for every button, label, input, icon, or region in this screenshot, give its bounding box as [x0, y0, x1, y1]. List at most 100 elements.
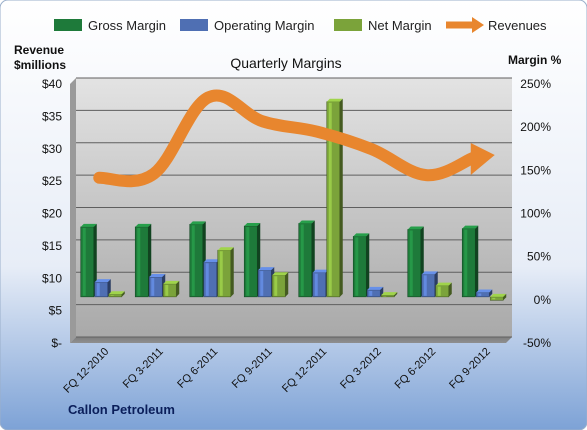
- bar-front: [435, 285, 450, 298]
- bar-net-margin: [380, 292, 398, 298]
- bar-net-margin: [217, 247, 234, 298]
- bar-gross-margin: [352, 233, 370, 298]
- bar-front: [298, 223, 313, 298]
- legend-item-revenues: Revenues: [446, 17, 547, 33]
- bar-top: [407, 226, 424, 230]
- bar-side: [448, 282, 452, 297]
- right-tick-label: -50%: [523, 336, 551, 350]
- left-tick-label: $40: [42, 77, 62, 91]
- right-tick-label: 250%: [520, 77, 551, 91]
- bar-highlight: [492, 297, 496, 300]
- bar-side: [366, 233, 370, 297]
- bar-top: [312, 269, 329, 273]
- left-tick-label: $30: [42, 142, 62, 156]
- bar-net-margin: [108, 291, 125, 298]
- right-axis-title: Margin %: [508, 53, 562, 67]
- bar-front: [421, 274, 436, 298]
- bar-side: [93, 223, 97, 297]
- revenue-arrow-head: [470, 142, 495, 175]
- bar-operating-margin: [148, 273, 166, 298]
- bar-side: [503, 293, 507, 301]
- legend-label-operating-margin: Operating Margin: [214, 18, 314, 33]
- bar-operating-margin: [366, 286, 384, 298]
- bar-front: [94, 281, 109, 298]
- bar-gross-margin: [461, 225, 479, 298]
- bar-gross-margin: [134, 223, 152, 298]
- bar-top: [462, 225, 479, 229]
- bar-front: [80, 226, 95, 298]
- bar-front: [312, 272, 327, 298]
- bar-operating-margin: [475, 289, 493, 298]
- right-tick-label: 50%: [527, 250, 551, 264]
- bar-top: [189, 221, 206, 225]
- bar-front: [108, 293, 123, 298]
- bar-side: [121, 291, 125, 297]
- bar-highlight: [383, 296, 387, 297]
- bar-top: [217, 247, 234, 251]
- left-axis-title-line1: Revenue: [14, 43, 64, 57]
- bar-front: [189, 224, 204, 298]
- bar-highlight: [437, 286, 441, 296]
- bar-side: [475, 225, 479, 297]
- right-tick-label: 100%: [520, 207, 551, 221]
- bar-top: [258, 267, 275, 271]
- revenue-line-path: [93, 89, 479, 188]
- left-tick-label: $15: [42, 239, 62, 253]
- bar-highlight: [274, 276, 278, 296]
- plot-floor: [70, 337, 512, 343]
- legend: Gross Margin Operating Margin Net Margin…: [54, 17, 547, 33]
- bar-operating-margin: [203, 259, 220, 298]
- bar-highlight: [478, 293, 482, 296]
- left-tick-label: $35: [42, 109, 62, 123]
- bar-net-margin: [162, 280, 180, 298]
- bar-front: [162, 283, 177, 298]
- bar-front: [257, 269, 272, 298]
- bar-operating-margin: [421, 271, 438, 298]
- legend-label-revenues: Revenues: [488, 18, 547, 33]
- right-tick-label: 200%: [520, 120, 551, 134]
- bar-top: [135, 223, 152, 227]
- bar-top: [203, 259, 220, 263]
- bar-operating-margin: [312, 269, 329, 298]
- bar-side: [339, 98, 343, 297]
- bar-highlight: [300, 224, 304, 296]
- bar-gross-margin: [80, 223, 97, 298]
- bar-top: [490, 293, 507, 297]
- chart-title: Quarterly Margins: [230, 55, 341, 71]
- bar-highlight: [151, 277, 155, 296]
- bar-top: [163, 280, 180, 284]
- bar-highlight: [165, 284, 169, 296]
- legend-label-gross-margin: Gross Margin: [88, 18, 166, 33]
- bar-top: [149, 273, 166, 277]
- legend-swatch-net-margin: [334, 19, 362, 31]
- bar-highlight: [110, 295, 114, 296]
- bar-front: [489, 296, 504, 301]
- left-tick-label: $10: [42, 271, 62, 285]
- bar-highlight: [314, 273, 318, 296]
- bar-side: [176, 280, 180, 297]
- bar-front: [243, 225, 258, 298]
- bar-highlight: [355, 237, 359, 296]
- bar-top: [272, 272, 289, 276]
- legend-item-operating-margin: Operating Margin: [180, 18, 314, 33]
- right-tick-label: 150%: [520, 163, 551, 177]
- bars: [80, 98, 507, 301]
- bar-front: [203, 261, 218, 298]
- bar-highlight: [96, 283, 100, 296]
- bar-net-margin: [435, 282, 452, 298]
- bar-top: [94, 279, 111, 283]
- bar-front: [134, 226, 149, 298]
- bar-front: [461, 228, 476, 298]
- bar-side: [489, 289, 493, 297]
- bar-highlight: [246, 227, 250, 296]
- bar-top: [80, 223, 97, 227]
- left-tick-label: $5: [49, 304, 63, 318]
- legend-swatch-gross-margin: [54, 19, 82, 31]
- legend-arrow-head: [472, 17, 484, 33]
- bar-net-margin: [489, 293, 507, 301]
- bar-highlight: [137, 227, 141, 296]
- bar-top: [326, 98, 343, 102]
- bar-highlight: [423, 275, 427, 296]
- bar-side: [394, 292, 398, 297]
